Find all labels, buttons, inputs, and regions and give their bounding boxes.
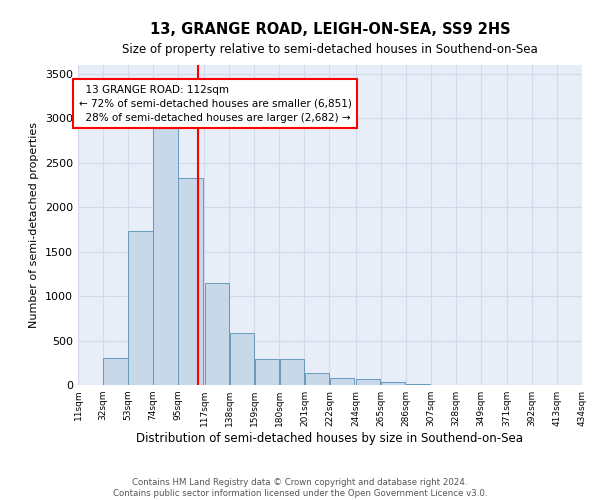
- Bar: [154, 118, 178, 385]
- X-axis label: Distribution of semi-detached houses by size in Southend-on-Sea: Distribution of semi-detached houses by …: [137, 432, 523, 445]
- Bar: [381, 382, 406, 385]
- Text: 13 GRANGE ROAD: 112sqm
← 72% of semi-detached houses are smaller (6,851)
  28% o: 13 GRANGE ROAD: 112sqm ← 72% of semi-det…: [79, 84, 352, 122]
- Text: Size of property relative to semi-detached houses in Southend-on-Sea: Size of property relative to semi-detach…: [122, 42, 538, 56]
- Bar: [178, 178, 203, 385]
- Bar: [356, 379, 380, 385]
- Bar: [280, 359, 304, 385]
- Text: Contains HM Land Registry data © Crown copyright and database right 2024.
Contai: Contains HM Land Registry data © Crown c…: [113, 478, 487, 498]
- Bar: [205, 283, 229, 385]
- Text: 13, GRANGE ROAD, LEIGH-ON-SEA, SS9 2HS: 13, GRANGE ROAD, LEIGH-ON-SEA, SS9 2HS: [149, 22, 511, 38]
- Y-axis label: Number of semi-detached properties: Number of semi-detached properties: [29, 122, 40, 328]
- Bar: [128, 231, 153, 385]
- Bar: [230, 334, 254, 385]
- Bar: [406, 384, 430, 385]
- Bar: [254, 359, 279, 385]
- Bar: [103, 358, 128, 385]
- Bar: [329, 378, 354, 385]
- Bar: [305, 374, 329, 385]
